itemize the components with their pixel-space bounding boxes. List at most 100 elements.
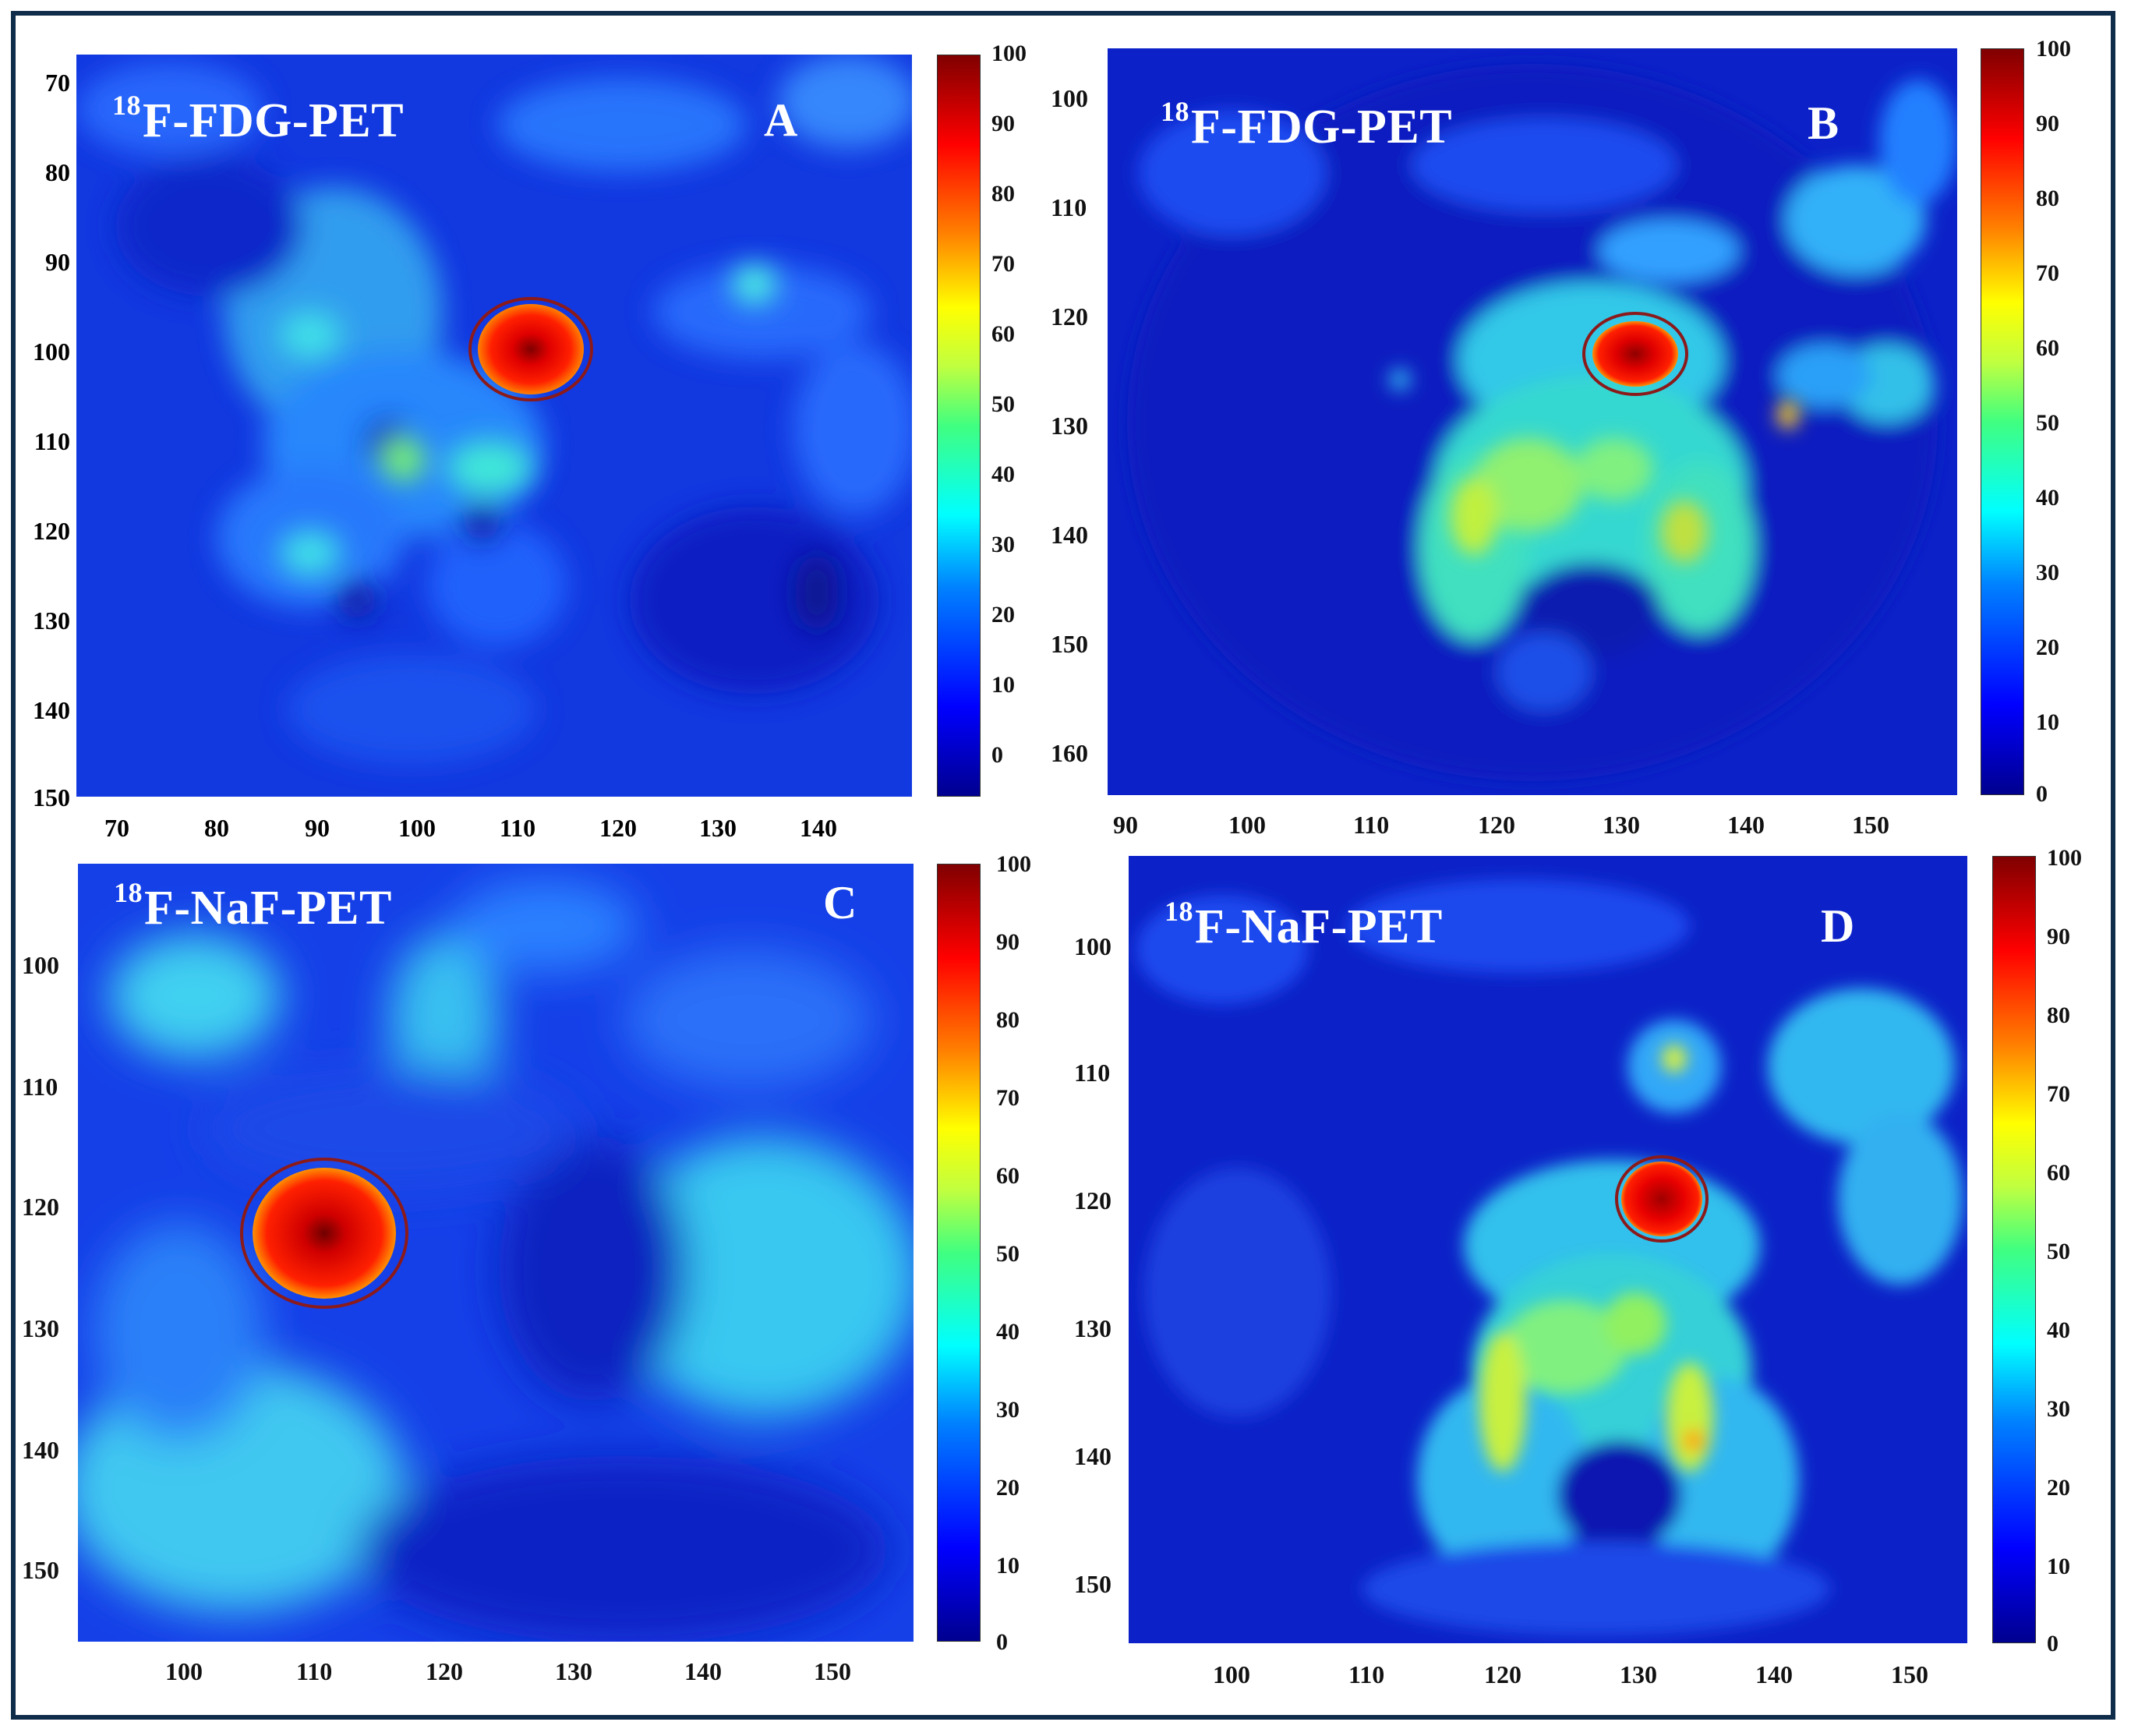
panel-a-title-isotope: 18 bbox=[112, 90, 141, 121]
panel-c-title-isotope: 18 bbox=[114, 877, 143, 908]
panel-a-xtick: 120 bbox=[599, 814, 637, 842]
panel-b-xtick: 140 bbox=[1727, 811, 1765, 839]
panel-b-image: 18F-FDG-PET B bbox=[1108, 48, 1957, 795]
panel-b-xtick: 110 bbox=[1353, 811, 1390, 839]
panel-b-ytick: 140 bbox=[1051, 521, 1088, 549]
panel-c-image: 18F-NaF-PET C bbox=[78, 864, 914, 1642]
panel-a-ytick: 120 bbox=[33, 517, 70, 545]
panel-a-title: 18F-FDG-PET bbox=[112, 89, 404, 149]
panel-c-title: 18F-NaF-PET bbox=[114, 876, 392, 936]
panel-c-colorbar-tick: 30 bbox=[996, 1397, 1020, 1423]
panel-a-colorbar-tick: 50 bbox=[991, 391, 1015, 417]
panel-b-xtick: 100 bbox=[1228, 811, 1266, 839]
panel-d-title-tracer: F-NaF-PET bbox=[1195, 900, 1443, 953]
panel-b-ytick: 100 bbox=[1051, 84, 1088, 112]
panel-b-colorbar-tick: 50 bbox=[2036, 410, 2059, 436]
panel-b-colorbar bbox=[1981, 48, 2024, 795]
panel-a-xtick: 100 bbox=[398, 814, 436, 842]
panel-c-colorbar-tick: 90 bbox=[996, 929, 1020, 955]
panel-d-colorbar-tick: 50 bbox=[2047, 1239, 2070, 1264]
panel-b-colorbar-tick: 100 bbox=[2036, 36, 2071, 62]
panel-d-letter: D bbox=[1821, 900, 1855, 952]
panel-a-xtick: 90 bbox=[305, 814, 330, 842]
panel-d-xtick: 120 bbox=[1484, 1660, 1521, 1688]
panel-a-xtick: 70 bbox=[104, 814, 129, 842]
panel-d-image: 18F-NaF-PET D bbox=[1129, 856, 1967, 1643]
panel-a-colorbar-tick: 30 bbox=[991, 532, 1015, 557]
panel-b-title: 18F-FDG-PET bbox=[1161, 95, 1452, 155]
panel-c-xtick: 100 bbox=[165, 1657, 203, 1685]
panel-d-colorbar-tick: 40 bbox=[2047, 1317, 2070, 1343]
panel-a-xtick: 80 bbox=[204, 814, 229, 842]
panel-b-xtick: 90 bbox=[1113, 811, 1138, 839]
panel-c-ytick: 120 bbox=[22, 1193, 59, 1221]
panel-d-xtick: 110 bbox=[1348, 1660, 1385, 1688]
panel-d-colorbar-tick: 100 bbox=[2047, 845, 2082, 871]
panel-d-xtick: 150 bbox=[1891, 1660, 1928, 1688]
panel-d-colorbar-tick: 60 bbox=[2047, 1160, 2070, 1186]
panel-a-colorbar-tick: 40 bbox=[991, 461, 1015, 487]
panel-b-xtick: 150 bbox=[1852, 811, 1889, 839]
panel-d-colorbar-tick: 0 bbox=[2047, 1631, 2059, 1656]
panel-c-ytick: 150 bbox=[22, 1556, 59, 1584]
panel-d-colorbar-tick: 90 bbox=[2047, 924, 2070, 949]
panel-c-colorbar-tick: 50 bbox=[996, 1241, 1020, 1267]
panel-b-colorbar-tick: 30 bbox=[2036, 560, 2059, 585]
panel-c-colorbar-tick: 10 bbox=[996, 1553, 1020, 1579]
panel-c-xtick: 140 bbox=[684, 1657, 722, 1685]
panel-c-ytick: 130 bbox=[22, 1314, 59, 1342]
panel-b-xtick: 120 bbox=[1478, 811, 1515, 839]
panel-b-ytick: 150 bbox=[1051, 630, 1088, 658]
panel-b-ytick: 120 bbox=[1051, 302, 1088, 331]
panel-c-ytick: 100 bbox=[22, 951, 59, 979]
panel-c-title-tracer: F-NaF-PET bbox=[144, 882, 392, 935]
panel-d-ytick: 150 bbox=[1074, 1570, 1111, 1598]
panel-b-title-tracer: F-FDG-PET bbox=[1191, 101, 1453, 154]
panel-a-ytick: 70 bbox=[45, 69, 70, 97]
panel-a-xtick: 130 bbox=[699, 814, 737, 842]
panel-b-ytick: 110 bbox=[1051, 193, 1087, 221]
panel-a-letter: A bbox=[764, 94, 798, 146]
panel-d-ytick: 110 bbox=[1074, 1059, 1111, 1087]
panel-d-colorbar-tick: 10 bbox=[2047, 1554, 2070, 1579]
panel-b-colorbar-tick: 60 bbox=[2036, 335, 2059, 361]
panel-b-colorbar-tick: 70 bbox=[2036, 260, 2059, 286]
panel-a-ytick: 140 bbox=[33, 696, 70, 724]
panel-a-colorbar bbox=[937, 55, 981, 797]
panel-b-ytick: 130 bbox=[1051, 412, 1088, 440]
panel-c-colorbar-tick: 100 bbox=[996, 851, 1031, 877]
panel-c-letter: C bbox=[823, 877, 857, 928]
panel-d-ytick: 130 bbox=[1074, 1314, 1111, 1342]
panel-b-ytick: 160 bbox=[1051, 739, 1088, 767]
panel-c-colorbar-tick: 70 bbox=[996, 1085, 1020, 1111]
panel-a-colorbar-tick: 90 bbox=[991, 111, 1015, 136]
panel-b-letter: B bbox=[1808, 97, 1839, 149]
panel-d-xtick: 100 bbox=[1213, 1660, 1250, 1688]
panel-a-title-tracer: F-FDG-PET bbox=[143, 94, 405, 147]
panel-c-xtick: 120 bbox=[426, 1657, 463, 1685]
panel-a-ytick: 100 bbox=[33, 338, 70, 366]
panel-c-ytick: 140 bbox=[22, 1436, 59, 1464]
panel-d-colorbar-tick: 80 bbox=[2047, 1002, 2070, 1028]
panel-c-colorbar-tick: 0 bbox=[996, 1629, 1008, 1655]
panel-c-xtick: 150 bbox=[814, 1657, 851, 1685]
panel-a-colorbar-tick: 80 bbox=[991, 181, 1015, 207]
panel-b-colorbar-tick: 10 bbox=[2036, 709, 2059, 735]
panel-d-xtick: 140 bbox=[1755, 1660, 1793, 1688]
panel-d-title-isotope: 18 bbox=[1164, 896, 1193, 927]
panel-a-colorbar-tick: 0 bbox=[991, 742, 1003, 768]
panel-d-title: 18F-NaF-PET bbox=[1164, 895, 1443, 955]
panel-c-colorbar-tick: 20 bbox=[996, 1475, 1020, 1501]
panel-b-xtick: 130 bbox=[1603, 811, 1640, 839]
panel-a-colorbar-tick: 60 bbox=[991, 321, 1015, 347]
panel-b-title-isotope: 18 bbox=[1161, 96, 1189, 127]
panel-c-colorbar-tick: 80 bbox=[996, 1007, 1020, 1033]
panel-a-ytick: 90 bbox=[45, 248, 70, 276]
panel-c-xtick: 110 bbox=[296, 1657, 333, 1685]
panel-d-ytick: 100 bbox=[1074, 932, 1111, 960]
panel-a-ytick: 110 bbox=[34, 427, 70, 455]
panel-a-ytick: 150 bbox=[33, 783, 70, 811]
panel-b-colorbar-tick: 20 bbox=[2036, 635, 2059, 660]
panel-b-colorbar-tick: 0 bbox=[2036, 781, 2048, 807]
panel-d-colorbar-tick: 30 bbox=[2047, 1396, 2070, 1422]
